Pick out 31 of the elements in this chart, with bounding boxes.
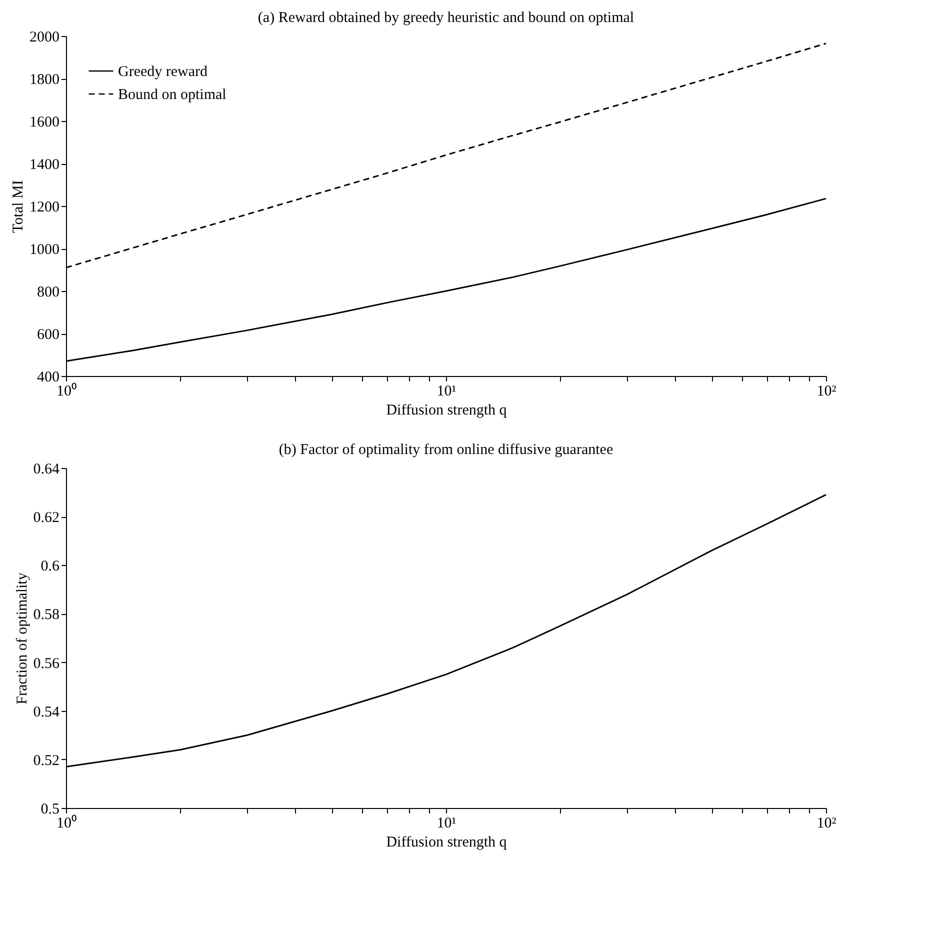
- chart-title: (a) Reward obtained by greedy heuristic and bound on optimal: [258, 10, 634, 26]
- y-tick-label: 0.5: [40, 802, 60, 818]
- y-tick-label: 1600: [30, 114, 60, 130]
- y-tick-label: 1800: [30, 72, 60, 88]
- y-tick-label: 600: [37, 327, 60, 343]
- y-tick-label: 0.64: [33, 462, 60, 478]
- y-tick-label: 0.54: [33, 704, 60, 720]
- x-axis-title: Diffusion strength q: [386, 402, 508, 418]
- y-tick-label: 400: [37, 370, 60, 386]
- x-tick-label: 10¹: [436, 384, 456, 400]
- y-axis-title: Total MI: [10, 180, 26, 233]
- x-tick-label: 10⁰: [56, 382, 76, 400]
- x-tick-label: 10²: [816, 384, 837, 400]
- y-tick-label: 0.52: [33, 752, 60, 769]
- y-tick-label: 1200: [30, 200, 60, 216]
- y-tick-label: 1400: [30, 157, 60, 173]
- y-tick-label: 0.56: [33, 656, 60, 672]
- x-tick-label: 10¹: [436, 816, 456, 832]
- x-axis-title: Diffusion strength q: [386, 834, 508, 850]
- y-tick-label: 0.62: [33, 510, 60, 526]
- y-tick-label: 2000: [30, 30, 60, 46]
- y-tick-label: 0.58: [33, 607, 60, 624]
- x-tick-label: 10²: [816, 816, 837, 832]
- legend-label: Greedy reward: [118, 64, 208, 80]
- y-axis-title: Fraction of optimality: [14, 572, 30, 704]
- y-tick-label: 0.6: [40, 558, 60, 575]
- x-tick-label: 10⁰: [56, 814, 76, 832]
- legend-label: Bound on optimal: [118, 87, 226, 103]
- y-tick-label: 1000: [30, 242, 60, 258]
- y-tick-label: 800: [37, 284, 60, 300]
- chart-title: (b) Factor of optimality from online diffusive guarantee: [278, 442, 614, 458]
